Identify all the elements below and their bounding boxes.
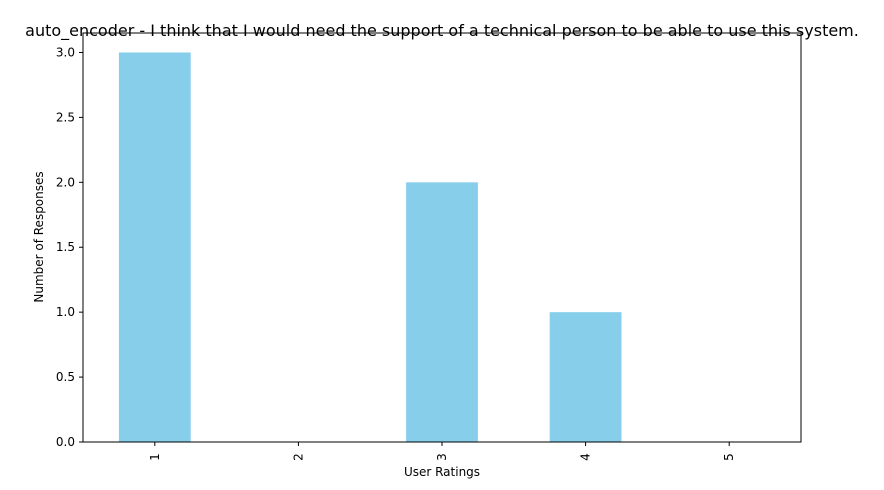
x-tick-label-5: 5 — [722, 453, 736, 461]
chart-title: auto_encoder - I think that I would need… — [25, 21, 859, 41]
x-tick-label-4: 4 — [579, 453, 593, 461]
bar-1 — [118, 52, 191, 442]
y-tick-label-2.0: 2.0 — [56, 175, 75, 189]
bar-3 — [406, 182, 478, 443]
y-tick-label-1.0: 1.0 — [56, 305, 75, 319]
bar-4 — [549, 312, 622, 442]
x-tick-label-3: 3 — [435, 453, 449, 461]
x-tick-label-1: 1 — [148, 453, 162, 461]
y-ticks-group: 0.0 0.5 1.0 1.5 2.0 2.5 3.0 — [56, 45, 83, 449]
y-axis-label: Number of Responses — [32, 171, 46, 302]
y-tick-label-2.5: 2.5 — [56, 110, 75, 124]
x-axis-label: User Ratings — [404, 465, 480, 479]
y-tick-label-3.0: 3.0 — [56, 45, 75, 59]
y-tick-label-0.0: 0.0 — [56, 435, 75, 449]
y-tick-label-1.5: 1.5 — [56, 240, 75, 254]
bars-group — [118, 52, 622, 443]
y-tick-label-0.5: 0.5 — [56, 370, 75, 384]
x-ticks-group: 1 2 3 4 5 — [148, 442, 736, 461]
x-tick-label-2: 2 — [291, 453, 305, 461]
